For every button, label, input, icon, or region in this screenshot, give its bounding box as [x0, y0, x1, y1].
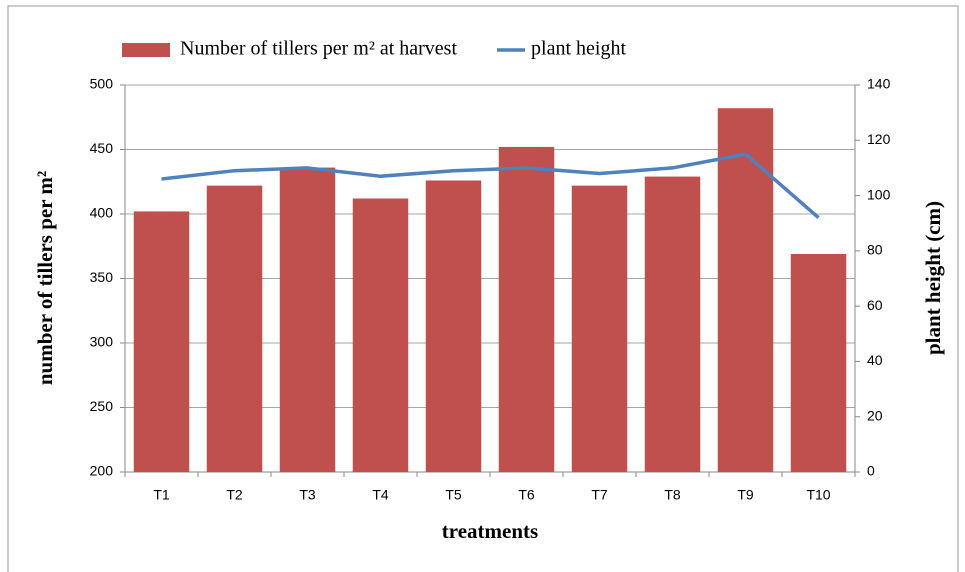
bar: [206, 185, 263, 472]
y2-tick-label: 100: [867, 186, 891, 202]
x-tick-label: T4: [372, 487, 389, 503]
chart-border: [7, 5, 959, 572]
bar: [352, 198, 409, 472]
bar: [571, 185, 628, 472]
y-tick-label: 300: [90, 334, 114, 350]
y2-axis-label: plant height (cm): [921, 201, 945, 355]
x-tick-label: T9: [737, 487, 754, 503]
x-tick-label: T7: [591, 487, 608, 503]
y2-tick-label: 80: [867, 242, 883, 258]
bar: [644, 176, 701, 472]
y2-tick-label: 120: [867, 131, 891, 147]
legend-label: Number of tillers per m² at harvest: [180, 38, 457, 60]
y-tick-label: 250: [90, 398, 114, 414]
legend-label: plant height: [531, 38, 626, 60]
y2-tick-label: 40: [867, 352, 883, 368]
y-tick-label: 500: [90, 76, 114, 92]
bar: [425, 180, 482, 472]
y2-tick-label: 140: [867, 76, 891, 92]
x-tick-label: T1: [153, 487, 170, 503]
bar: [279, 167, 336, 472]
x-tick-label: T6: [518, 487, 535, 503]
bar: [790, 253, 847, 472]
y-axis-label: number of tillers per m²: [33, 171, 57, 385]
y-tick-label: 350: [90, 269, 114, 285]
y-tick-label: 200: [90, 463, 114, 479]
line: [161, 152, 820, 220]
y2-tick-label: 20: [867, 407, 883, 423]
y-tick-label: 450: [90, 140, 114, 156]
x-tick-label: T5: [445, 487, 462, 503]
y2-tick-label: 0: [867, 463, 875, 479]
bar: [133, 211, 190, 473]
x-tick-label: T10: [806, 487, 830, 503]
x-axis-label: treatments: [442, 519, 538, 543]
bar: [717, 108, 774, 472]
x-tick-label: T8: [664, 487, 681, 503]
y2-tick-label: 60: [867, 297, 883, 313]
bar: [498, 146, 555, 473]
y-tick-label: 400: [90, 205, 114, 221]
x-tick-label: T3: [299, 487, 316, 503]
legend-swatch: [122, 43, 170, 57]
x-tick-label: T2: [226, 487, 243, 503]
